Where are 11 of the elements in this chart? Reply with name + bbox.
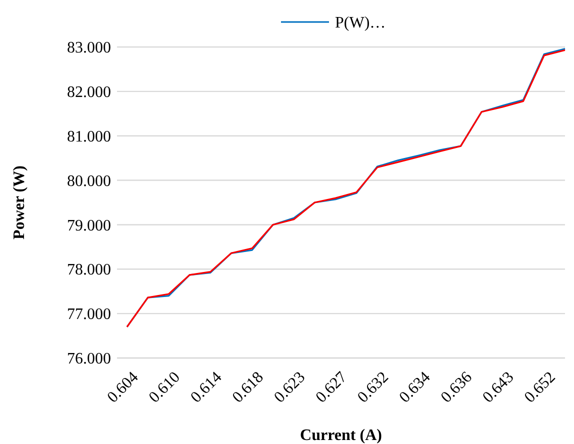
y-tick-label: 76.000 — [67, 350, 111, 368]
y-tick-label: 82.000 — [67, 84, 111, 102]
y-tick-label: 79.000 — [67, 217, 111, 234]
y-axis-title: Power (W) — [11, 166, 28, 240]
y-tick-label: 80.000 — [67, 172, 111, 190]
y-tick-label: 81.000 — [67, 128, 111, 146]
y-tick-label: 78.000 — [67, 262, 111, 279]
legend-label: P(W)… — [335, 14, 386, 32]
x-axis-title: Current (A) — [300, 427, 382, 444]
y-tick-label: 83.000 — [67, 40, 111, 57]
y-tick-label: 77.000 — [67, 306, 111, 324]
